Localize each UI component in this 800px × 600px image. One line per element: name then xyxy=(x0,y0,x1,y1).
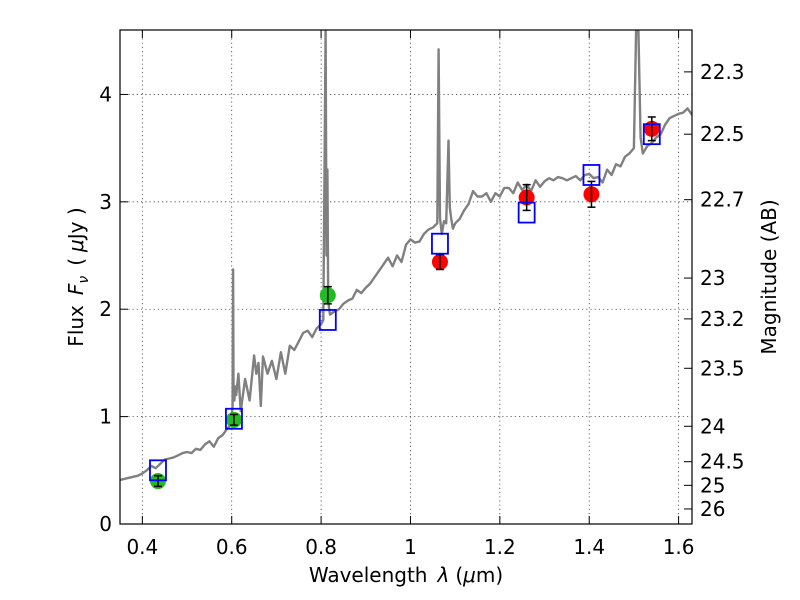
model-flux-square xyxy=(225,407,243,430)
plot-frame xyxy=(119,29,693,525)
magnitude-tick-label: 23.5 xyxy=(700,356,745,380)
template-spectrum-line xyxy=(120,30,692,482)
y-axis-title: FluxFν(μJy ) xyxy=(64,207,92,346)
model-flux-square xyxy=(517,201,536,224)
magnitude-tick-label: 25 xyxy=(700,473,725,497)
y-tick-label: 2 xyxy=(99,297,112,321)
right-axis-title: Magnitude (AB) xyxy=(757,199,781,354)
plot-layer xyxy=(120,30,692,490)
magnitude-tick-label: 24.5 xyxy=(700,450,745,474)
magnitude-tick-label: 23.2 xyxy=(700,307,745,331)
model-flux-square xyxy=(642,123,661,146)
x-axis-title: Wavelength λ (μm) xyxy=(309,563,503,587)
magnitude-tick-label: 23 xyxy=(700,266,725,290)
y-tick-label: 4 xyxy=(99,82,112,106)
x-tick-label: 1.6 xyxy=(663,535,695,559)
x-tick-label: 1 xyxy=(404,535,417,559)
model-flux-square xyxy=(318,309,337,331)
model-flux-square xyxy=(431,232,449,255)
y-tick-label: 0 xyxy=(99,512,112,536)
model-flux-square xyxy=(582,164,601,186)
magnitude-tick-label: 22.5 xyxy=(700,122,745,146)
magnitude-tick-label: 26 xyxy=(700,497,725,521)
magnitude-tick-label: 24 xyxy=(700,414,725,438)
y-tick-label: 3 xyxy=(99,190,112,214)
x-tick-label: 0.6 xyxy=(216,535,248,559)
x-tick-label: 0.4 xyxy=(126,535,158,559)
magnitude-tick-label: 22.7 xyxy=(700,188,745,212)
magnitude-tick-label: 22.3 xyxy=(700,60,745,84)
model-flux-square xyxy=(149,459,167,482)
x-tick-label: 0.8 xyxy=(305,535,337,559)
x-tick-label: 1.4 xyxy=(573,535,605,559)
y-tick-label: 1 xyxy=(99,405,112,429)
tick-layer: 0.4 0.6 0.8 1 1.2 1.4 1.60123422.322.522.72323… xyxy=(99,30,745,559)
x-tick-label: 1.2 xyxy=(484,535,516,559)
